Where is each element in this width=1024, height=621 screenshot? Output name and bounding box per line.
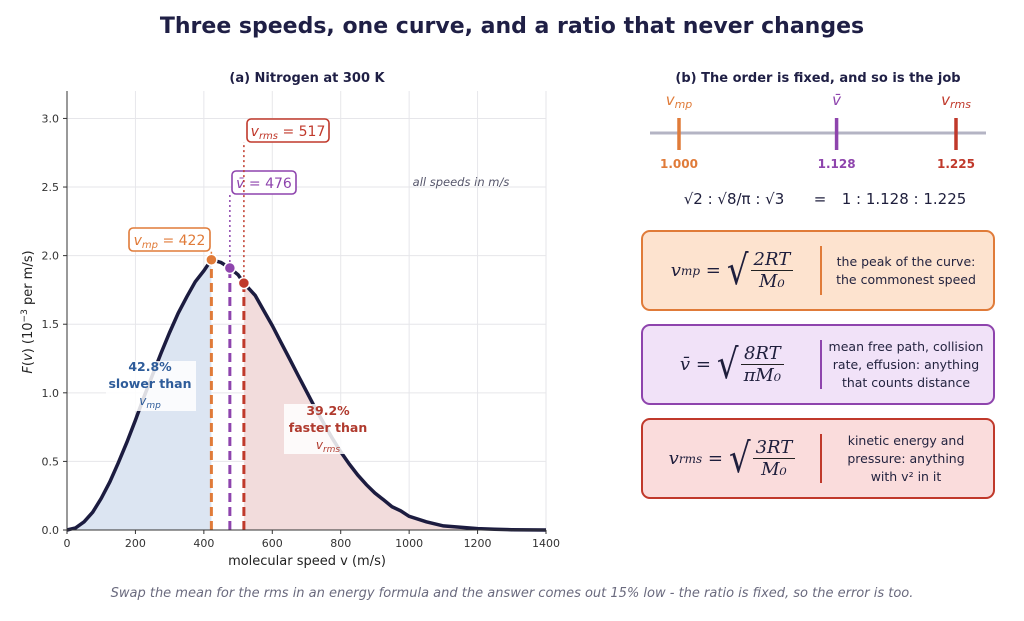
fast-area <box>243 283 546 530</box>
formula-rms: v rms = √ 3RT M₀ <box>643 420 821 497</box>
label-box-v_rms <box>246 118 330 143</box>
label-box-v_mean <box>231 170 297 195</box>
x-tick-label: 800 <box>330 537 351 550</box>
slow-area <box>67 259 212 530</box>
fast-text: faster than <box>289 420 368 435</box>
ruler-value-0: 1.000 <box>660 157 698 171</box>
marker-dots <box>205 253 251 290</box>
label-v_mean: v̄ = 476 <box>236 176 292 192</box>
x-tick-label: 1400 <box>532 537 560 550</box>
ruler-name-2: vrms <box>941 91 971 111</box>
note-mean: mean free path, collision rate, effusion:… <box>828 338 984 390</box>
y-tick-label: 0.5 <box>42 455 60 468</box>
y-tick-label: 0.0 <box>42 524 60 537</box>
card-divider <box>820 434 822 483</box>
y-tick-label: 1.5 <box>42 318 60 331</box>
figure-caption: Swap the mean for the rms in an energy f… <box>110 586 914 601</box>
marker-dot-v_mp <box>205 253 218 266</box>
note-mp: the peak of the curve: the commonest spee… <box>836 253 976 287</box>
panel-b-title: (b) The order is fixed, and so is the jo… <box>675 71 960 86</box>
marker-dot-v_mean <box>223 261 237 275</box>
label-v_mp: vmp = 422 <box>134 233 206 251</box>
ratio-ruler: (b) The order is fixed, and so is the jo… <box>650 71 986 208</box>
x-tick-label: 200 <box>125 537 146 550</box>
axes <box>63 91 547 534</box>
card-divider <box>820 246 822 295</box>
area-fills <box>67 259 546 530</box>
x-tick-label: 1200 <box>464 537 492 550</box>
x-axis-label: molecular speed v (m/s) <box>228 554 386 569</box>
ratio-equals: = <box>814 190 827 208</box>
ratio-roots: √2 : √8/π : √3 <box>684 190 785 208</box>
figure-title: Three speeds, one curve, and a ratio tha… <box>159 14 865 39</box>
marker-lines <box>209 259 246 530</box>
label-box-v_mp <box>128 227 211 252</box>
slow-pct: 42.8% <box>128 359 172 374</box>
card-divider <box>820 340 822 389</box>
units-note: all speeds in m/s <box>413 175 510 189</box>
x-tick-label: 400 <box>193 537 214 550</box>
y-tick-label: 3.0 <box>42 112 60 125</box>
ruler-value-2: 1.225 <box>937 157 975 171</box>
x-tick-label: 1000 <box>395 537 423 550</box>
x-tick-label: 600 <box>262 537 283 550</box>
y-axis-label: F(v) (10−3 per m/s) <box>20 250 36 373</box>
ruler-ticks: vmp 1.000 v̄ 1.128 vrms 1.225 <box>660 91 975 171</box>
fast-pct: 39.2% <box>306 403 350 418</box>
card-rms: v rms = √ 3RT M₀ kinetic energy and pressure… <box>641 418 995 499</box>
y-tick-label: 1.0 <box>42 387 60 400</box>
x-tick-label: 0 <box>64 537 71 550</box>
y-tick-label: 2.5 <box>42 181 60 194</box>
chart-title: (a) Nitrogen at 300 K <box>229 71 385 86</box>
card-most-probable: v mp = √ 2RT M₀ the peak of the curve: the c… <box>641 230 995 311</box>
marker-dot-v_rms <box>237 276 251 290</box>
label-v_rms: vrms = 517 <box>251 124 326 142</box>
formula-mp: v mp = √ 2RT M₀ <box>643 232 821 309</box>
ruler-name-1: v̄ <box>832 91 842 109</box>
marker-labels: vmp = 422 v̄ = 476 vrms = 517 <box>128 118 330 278</box>
note-rms: kinetic energy and pressure: anything with… <box>847 432 965 484</box>
formula-mean: v̄ = √ 8RT πM₀ <box>643 326 821 403</box>
ratio-result: 1 : 1.128 : 1.225 <box>842 190 967 208</box>
fast-annotation: 39.2% faster than vrms <box>284 403 372 455</box>
slow-text: slower than <box>108 376 191 391</box>
speed-distribution-chart: (a) Nitrogen at 300 K 0 200 400 600 800 1000 1… <box>20 71 561 569</box>
ruler-name-0: vmp <box>666 91 693 111</box>
ruler-value-1: 1.128 <box>818 157 856 171</box>
card-mean: v̄ = √ 8RT πM₀ mean free path, collision ra… <box>641 324 995 405</box>
y-tick-label: 2.0 <box>42 250 60 263</box>
slow-annotation: 42.8% slower than vmp <box>106 359 196 411</box>
distribution-curve <box>66 257 547 532</box>
tick-labels: 0 200 400 600 800 1000 1200 1400 0.0 0.5 1.0 1.5 2.0… <box>42 112 561 550</box>
